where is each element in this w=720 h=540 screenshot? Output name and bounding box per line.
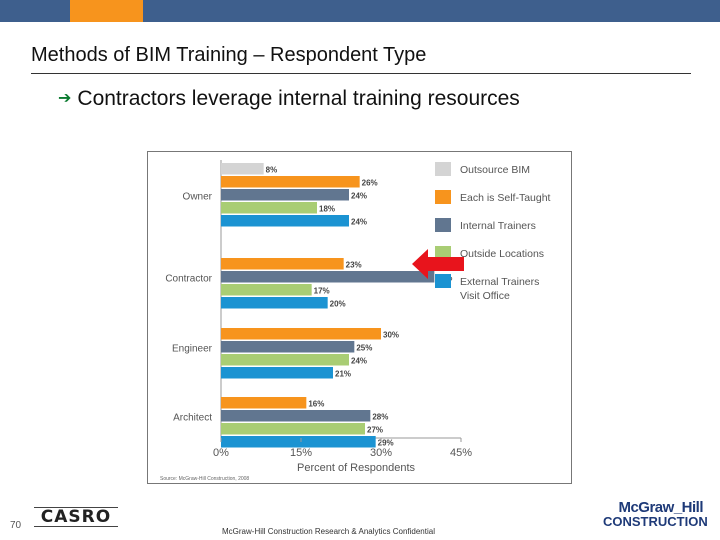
legend-swatch [435, 190, 451, 204]
data-label: 20% [330, 300, 346, 309]
bar [221, 202, 317, 214]
arrow-right-icon: ➔ [58, 90, 72, 107]
bar [221, 176, 360, 188]
x-tick-label: 30% [370, 447, 392, 459]
data-label: 24% [351, 192, 367, 201]
top-bar-navy-segment-right [143, 0, 720, 22]
bullet-text: Contractors leverage internal training r… [77, 87, 520, 110]
bar [221, 258, 344, 270]
bullet-point: ➔ Contractors leverage internal training … [58, 87, 520, 111]
data-label: 8% [266, 166, 278, 175]
legend-swatch [435, 162, 451, 176]
red-arrow-icon [412, 249, 464, 279]
title-divider [31, 73, 691, 74]
data-label: 27% [367, 426, 383, 435]
category-label: Contractor [165, 274, 212, 285]
category-label: Owner [183, 192, 213, 203]
bar [221, 436, 376, 448]
mcgraw-hill-logo: McGraw_Hill CONSTRUCTION [603, 499, 708, 529]
data-label: 18% [319, 205, 335, 214]
data-label: 23% [346, 261, 362, 270]
data-label: 24% [351, 357, 367, 366]
bar [221, 367, 333, 379]
category-label: Architect [173, 413, 212, 424]
bar [221, 163, 264, 175]
page-number: 70 [10, 520, 22, 531]
legend-label: Outsource BIM [460, 164, 530, 176]
casro-logo: CASRO [34, 502, 118, 534]
brand-line-2: CONSTRUCTION [603, 514, 708, 529]
bar [221, 297, 328, 309]
bar [221, 354, 349, 366]
data-label: 28% [372, 413, 388, 422]
top-decor-bar [0, 0, 720, 22]
legend-label: External Trainers [460, 276, 539, 288]
legend-swatch [435, 218, 451, 232]
bar [221, 341, 355, 353]
x-tick-label: 45% [450, 447, 472, 459]
bar [221, 328, 381, 340]
data-label: 17% [314, 287, 330, 296]
bar [221, 189, 349, 201]
legend-swatch [435, 274, 451, 288]
legend-label: Internal Trainers [460, 220, 536, 232]
legend-label: Each is Self-Taught [460, 192, 551, 204]
slide-title: Methods of BIM Training – Respondent Typ… [31, 44, 427, 66]
x-axis-label: Percent of Respondents [297, 462, 416, 474]
x-tick-label: 15% [290, 447, 312, 459]
brand-line-1: McGraw_Hill [618, 499, 703, 516]
data-label: 24% [351, 218, 367, 227]
bar [221, 215, 349, 227]
top-bar-navy-segment [0, 0, 70, 22]
x-tick-label: 0% [213, 447, 229, 459]
legend-label: Visit Office [460, 290, 510, 302]
data-label: 29% [378, 439, 394, 448]
bar [221, 423, 365, 435]
bar [221, 271, 435, 283]
data-label: 30% [383, 331, 399, 340]
bar [221, 284, 312, 296]
bar [221, 397, 307, 409]
bar [221, 410, 371, 422]
data-label: 25% [356, 344, 372, 353]
data-label: 26% [362, 179, 378, 188]
data-label: 21% [335, 370, 351, 379]
legend-label: Outside Locations [460, 248, 544, 260]
category-label: Engineer [172, 344, 213, 355]
legend-swatch [435, 246, 451, 260]
footer-confidential: McGraw-Hill Construction Research & Anal… [222, 527, 435, 536]
chart-canvas: Owner8%26%24%18%24%Contractor23%40%17%20… [160, 160, 551, 482]
data-label: 16% [308, 400, 324, 409]
bar-chart: Owner8%26%24%18%24%Contractor23%40%17%20… [147, 151, 572, 484]
top-bar-orange-segment [70, 0, 143, 22]
source-note: Source: McGraw-Hill Construction, 2008 [160, 476, 249, 482]
casro-wordmark: CASRO [34, 507, 118, 527]
